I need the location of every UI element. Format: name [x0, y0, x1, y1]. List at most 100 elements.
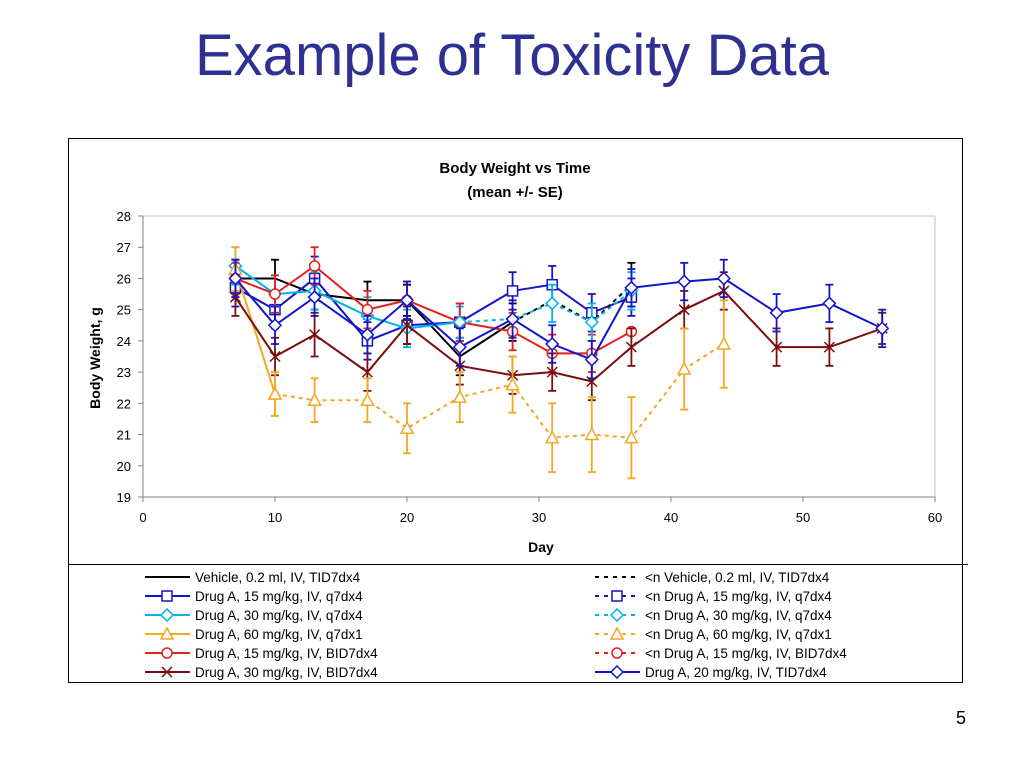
- marker-x: [309, 329, 321, 341]
- x-tick-label: 60: [928, 510, 942, 525]
- marker-diamond: [307, 290, 322, 305]
- y-tick-label: 28: [117, 209, 131, 224]
- legend-item: <n Drug A, 60 mg/kg, IV, q7dx1: [595, 626, 832, 642]
- marker-triangle: [716, 336, 732, 350]
- marker-x: [269, 350, 281, 363]
- marker-diamond: [584, 352, 599, 367]
- x-tick-label: 0: [139, 510, 146, 525]
- marker-diamond: [609, 664, 625, 680]
- legend: Vehicle, 0.2 ml, IV, TID7dx4 Drug A, 15 m…: [145, 570, 847, 680]
- legend-item: Drug A, 60 mg/kg, IV, q7dx1: [145, 626, 363, 642]
- marker-triangle: [544, 430, 560, 444]
- y-axis-label: Body Weight, g: [87, 307, 103, 409]
- series-9: [267, 299, 732, 480]
- marker-circle: [611, 647, 623, 659]
- x-tick-label: 10: [268, 510, 282, 525]
- marker-diamond: [716, 271, 731, 286]
- marker-triangle: [399, 420, 415, 435]
- plot-area: 0 10 20 30 40 50 60 19 20 21 22 23 24 25 26 27 28: [117, 209, 943, 525]
- marker-diamond: [399, 293, 415, 308]
- x-tick-label: 20: [400, 510, 414, 525]
- legend-item: Drug A, 30 mg/kg, IV, q7dx4: [145, 607, 363, 623]
- y-tick-label: 20: [117, 459, 131, 474]
- legend-item: Drug A, 15 mg/kg, IV, BID7dx4: [145, 646, 378, 661]
- legend-item: Vehicle, 0.2 ml, IV, TID7dx4: [145, 570, 361, 585]
- series-line: [234, 268, 276, 395]
- marker-square: [506, 285, 519, 297]
- series-line: [235, 264, 632, 355]
- marker-diamond: [624, 280, 639, 295]
- marker-diamond: [875, 321, 890, 336]
- marker-diamond: [822, 296, 837, 311]
- marker-diamond: [677, 274, 692, 289]
- marker-diamond: [452, 340, 467, 355]
- marker-x: [546, 366, 558, 378]
- legend-label: <n Drug A, 60 mg/kg, IV, q7dx1: [645, 627, 832, 642]
- series-line: [234, 277, 632, 343]
- marker-triangle: [452, 389, 468, 403]
- marker-diamond: [267, 318, 283, 333]
- marker-x: [625, 341, 637, 353]
- legend-label: <n Drug A, 30 mg/kg, IV, q7dx4: [645, 608, 832, 623]
- marker-square: [161, 590, 173, 602]
- legend-label: Drug A, 20 mg/kg, IV, TID7dx4: [645, 665, 827, 680]
- legend-label: Drug A, 15 mg/kg, IV, q7dx4: [195, 589, 363, 604]
- marker-triangle: [609, 626, 625, 640]
- legend-item: <n Vehicle, 0.2 ml, IV, TID7dx4: [595, 570, 830, 585]
- marker-diamond: [360, 327, 375, 342]
- marker-square: [611, 590, 623, 602]
- y-tick-label: 19: [117, 490, 131, 505]
- chart-subtitle: (mean +/- SE): [467, 184, 562, 201]
- legend-label: Vehicle, 0.2 ml, IV, TID7dx4: [195, 570, 361, 585]
- marker-triangle: [159, 626, 175, 640]
- legend-item: <n Drug A, 30 mg/kg, IV, q7dx4: [595, 607, 832, 623]
- y-tick-label: 27: [117, 240, 131, 255]
- series-line: [234, 265, 460, 330]
- marker-triangle: [584, 426, 600, 441]
- legend-label: Drug A, 15 mg/kg, IV, BID7dx4: [195, 646, 378, 661]
- marker-diamond: [769, 305, 784, 320]
- legend-label: Drug A, 60 mg/kg, IV, q7dx1: [195, 627, 363, 642]
- legend-item: Drug A, 30 mg/kg, IV, BID7dx4: [145, 665, 378, 680]
- y-tick-label: 22: [117, 396, 131, 411]
- y-tick-label: 26: [117, 271, 131, 286]
- x-tick-label: 40: [664, 510, 678, 525]
- series-line: [274, 343, 725, 439]
- marker-x: [161, 666, 173, 678]
- marker-diamond: [609, 607, 625, 623]
- legend-label: <n Drug A, 15 mg/kg, IV, q7dx4: [645, 589, 832, 604]
- series-line: [459, 290, 633, 324]
- page-number: 5: [955, 708, 966, 728]
- chart-frame: [68, 138, 963, 683]
- legend-label: <n Vehicle, 0.2 ml, IV, TID7dx4: [645, 570, 830, 585]
- slide-title: Example of Toxicity Data: [195, 23, 829, 88]
- marker-circle: [269, 288, 281, 300]
- marker-circle: [161, 647, 173, 659]
- series-11: [228, 258, 890, 380]
- marker-diamond: [505, 311, 520, 327]
- y-tick-label: 24: [117, 334, 131, 349]
- legend-item: <n Drug A, 15 mg/kg, IV, q7dx4: [595, 589, 832, 604]
- marker-x: [823, 341, 835, 353]
- legend-label: Drug A, 30 mg/kg, IV, BID7dx4: [195, 665, 378, 680]
- marker-triangle: [360, 392, 375, 406]
- marker-triangle: [307, 392, 322, 406]
- legend-item: Drug A, 15 mg/kg, IV, q7dx4: [145, 589, 363, 604]
- marker-diamond: [545, 296, 560, 311]
- series-line: [512, 283, 633, 324]
- marker-triangle: [267, 386, 283, 400]
- x-tick-label: 30: [532, 510, 546, 525]
- legend-item: Drug A, 20 mg/kg, IV, TID7dx4: [595, 664, 827, 680]
- marker-diamond: [228, 271, 243, 286]
- x-axis-label: Day: [528, 539, 554, 555]
- y-tick-label: 21: [117, 428, 131, 443]
- series-1: [229, 255, 638, 361]
- y-tick-label: 25: [117, 303, 131, 318]
- series-5: [229, 271, 888, 402]
- marker-diamond: [545, 336, 560, 352]
- marker-circle: [361, 303, 374, 316]
- marker-diamond: [584, 315, 599, 330]
- legend-label: <n Drug A, 15 mg/kg, IV, BID7dx4: [645, 646, 847, 661]
- marker-circle: [308, 260, 321, 272]
- marker-diamond: [159, 607, 175, 623]
